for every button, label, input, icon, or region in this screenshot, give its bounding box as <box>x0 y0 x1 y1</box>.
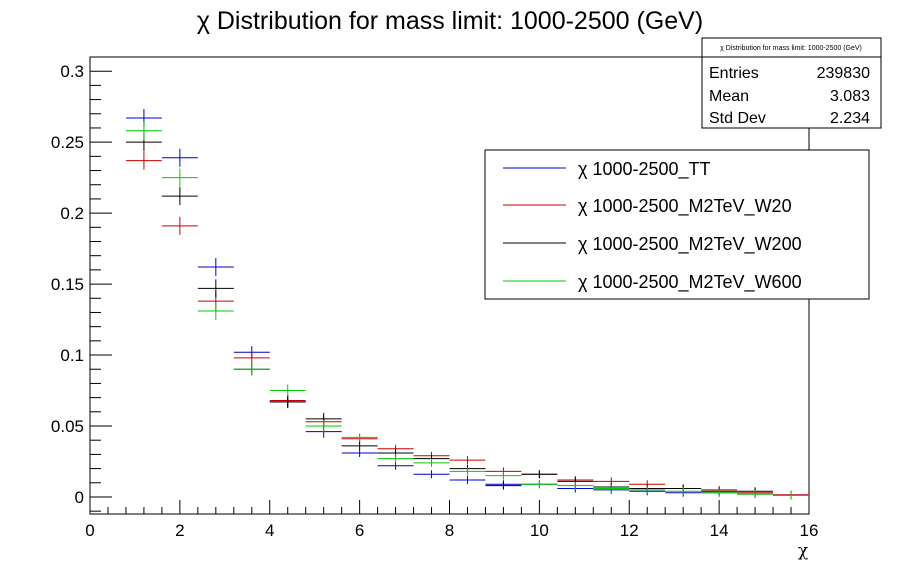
data-point <box>449 475 486 484</box>
x-axis: 0 2 4 6 8 10 12 14 16 <box>85 500 818 540</box>
stats-mean-value: 3.083 <box>830 88 870 105</box>
data-point <box>593 484 630 493</box>
y-tick-label: 0.2 <box>60 204 84 223</box>
y-tick-label: 0 <box>75 488 84 507</box>
y-tick-label: 0.3 <box>60 62 84 81</box>
x-tick-label: 2 <box>175 521 184 540</box>
chart-title: χ Distribution for mass limit: 1000-2500… <box>197 7 703 35</box>
data-point <box>269 395 306 408</box>
stats-stddev-value: 2.234 <box>830 110 870 127</box>
stats-box-frame <box>701 37 882 129</box>
data-point <box>665 487 702 496</box>
data-point <box>197 258 234 277</box>
series-layer <box>125 109 809 500</box>
data-point <box>341 441 378 450</box>
data-point <box>125 121 162 140</box>
data-point <box>233 363 270 376</box>
data-point <box>413 458 450 467</box>
stats-mean-label: Mean <box>709 88 749 105</box>
stats-entries-value: 239830 <box>817 65 870 82</box>
data-point <box>341 433 378 442</box>
y-tick-label: 0.25 <box>51 133 84 152</box>
stats-stddev-label: Std Dev <box>709 110 766 127</box>
data-point <box>161 187 198 206</box>
stats-title: χ Distribution for mass limit: 1000-2500… <box>720 45 862 52</box>
legend-label-w600: χ 1000-2500_M2TeV_W600 <box>578 272 802 293</box>
data-point <box>521 470 558 479</box>
series-3 <box>125 121 809 500</box>
legend-label-w20: χ 1000-2500_M2TeV_W20 <box>578 196 792 217</box>
x-tick-label: 10 <box>530 521 549 540</box>
data-point <box>161 168 198 187</box>
data-point <box>557 481 594 490</box>
data-point <box>197 302 234 321</box>
data-point <box>125 151 162 170</box>
data-point <box>161 148 198 167</box>
data-point <box>269 384 306 397</box>
x-tick-label: 14 <box>710 521 729 540</box>
data-point <box>773 491 809 500</box>
x-tick-label: 8 <box>445 521 454 540</box>
data-point <box>413 470 450 479</box>
data-point <box>197 279 234 298</box>
x-tick-label: 12 <box>620 521 639 540</box>
data-point <box>305 420 342 433</box>
stats-box: χ Distribution for mass limit: 1000-2500… <box>701 37 882 129</box>
legend: χ 1000-2500_TT χ 1000-2500_M2TeV_W20 χ 1… <box>484 149 870 300</box>
data-point <box>449 467 486 476</box>
data-point <box>377 454 414 463</box>
data-point <box>701 488 738 497</box>
y-tick-label: 0.1 <box>60 346 84 365</box>
data-point <box>341 448 378 457</box>
data-point <box>485 481 522 490</box>
data-point <box>377 461 414 470</box>
data-point <box>521 480 558 489</box>
x-tick-label: 0 <box>85 521 94 540</box>
data-point <box>233 351 270 364</box>
x-tick-label: 6 <box>355 521 364 540</box>
legend-label-w200: χ 1000-2500_M2TeV_W200 <box>578 234 802 255</box>
data-point <box>485 471 522 480</box>
x-axis-label: χ <box>798 541 808 561</box>
y-tick-label: 0.05 <box>51 417 84 436</box>
x-tick-label: 4 <box>265 521 274 540</box>
data-point <box>629 485 666 494</box>
data-point <box>449 456 486 465</box>
y-tick-label: 0.15 <box>51 275 84 294</box>
legend-label-tt: χ 1000-2500_TT <box>578 159 711 180</box>
y-axis: 0 0.05 0.1 0.15 0.2 0.25 0.3 <box>51 56 112 512</box>
stats-entries-label: Entries <box>709 65 759 82</box>
legend-frame <box>484 149 870 300</box>
data-point <box>737 490 774 499</box>
x-tick-label: 16 <box>800 521 819 540</box>
data-point <box>161 216 198 235</box>
